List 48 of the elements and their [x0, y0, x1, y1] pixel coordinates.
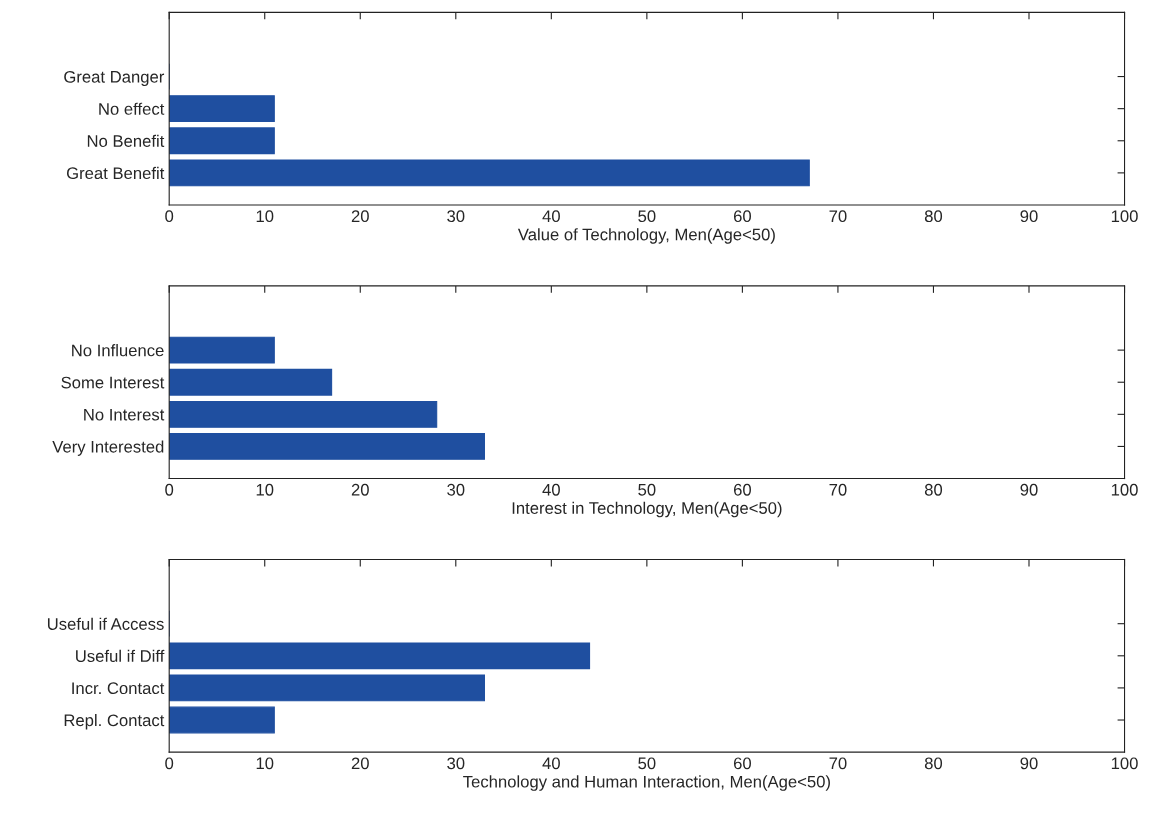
x-tick-label: 0: [165, 483, 174, 496]
y-tick-label: No effect: [99, 102, 165, 115]
x-tick-label: 80: [924, 757, 943, 770]
x-tick-label: 10: [256, 210, 274, 223]
y-tick-label: No Influence: [72, 344, 164, 357]
x-tick-label: 30: [447, 483, 465, 496]
x-tick-label: 70: [829, 757, 847, 770]
y-tick-label: Great Danger: [64, 70, 165, 87]
x-tick-label: 40: [542, 757, 560, 770]
x-tick-label: 90: [1020, 757, 1038, 770]
x-tick-label: 100: [1111, 210, 1138, 223]
y-tick-label: No Benefit: [87, 134, 165, 147]
x-tick-label: 60: [733, 757, 752, 770]
x-tick-label: 50: [638, 210, 656, 223]
x-axis-title: Value of Technology, Men(Age<50): [517, 228, 775, 244]
x-tick-label: 30: [447, 757, 465, 770]
x-axis-title: Technology and Human Interaction, Men(Age<50): [463, 775, 830, 791]
x-tick-label: 10: [256, 757, 274, 770]
x-tick-label: 30: [447, 210, 465, 223]
x-tick-label: 50: [638, 757, 656, 770]
y-tick-label: Very Interested: [52, 440, 164, 456]
x-tick-label: 50: [638, 483, 656, 496]
y-tick-label: Useful if Diff: [76, 649, 165, 663]
x-axis-title: Interest in Technology, Men(Age<50): [512, 501, 782, 518]
x-tick-label: 80: [924, 210, 943, 223]
x-tick-label: 70: [829, 483, 847, 496]
x-tick-label: 20: [351, 483, 369, 496]
x-tick-label: 100: [1111, 757, 1138, 770]
x-tick-label: 40: [542, 210, 560, 223]
x-tick-label: 0: [165, 210, 174, 223]
x-tick-label: 40: [542, 483, 560, 496]
x-tick-label: 90: [1020, 210, 1038, 223]
x-tick-label: 20: [351, 757, 369, 770]
y-tick-label: Great Benefit: [66, 166, 165, 180]
x-tick-label: 0: [165, 757, 174, 770]
y-tick-label: Repl. Contact: [64, 713, 165, 730]
x-tick-label: 20: [351, 210, 369, 223]
x-tick-label: 90: [1020, 483, 1038, 496]
y-tick-label: No Interest: [84, 408, 165, 421]
x-tick-label: 80: [924, 483, 943, 496]
y-tick-label: Useful if Access: [47, 617, 164, 630]
x-tick-label: 70: [829, 210, 847, 223]
y-tick-label: Some Interest: [61, 376, 165, 389]
x-tick-label: 100: [1111, 483, 1138, 496]
x-tick-label: 10: [256, 483, 274, 496]
x-tick-label: 60: [733, 483, 752, 496]
x-tick-label: 60: [733, 210, 752, 223]
y-tick-label: Incr. Contact: [72, 682, 165, 695]
